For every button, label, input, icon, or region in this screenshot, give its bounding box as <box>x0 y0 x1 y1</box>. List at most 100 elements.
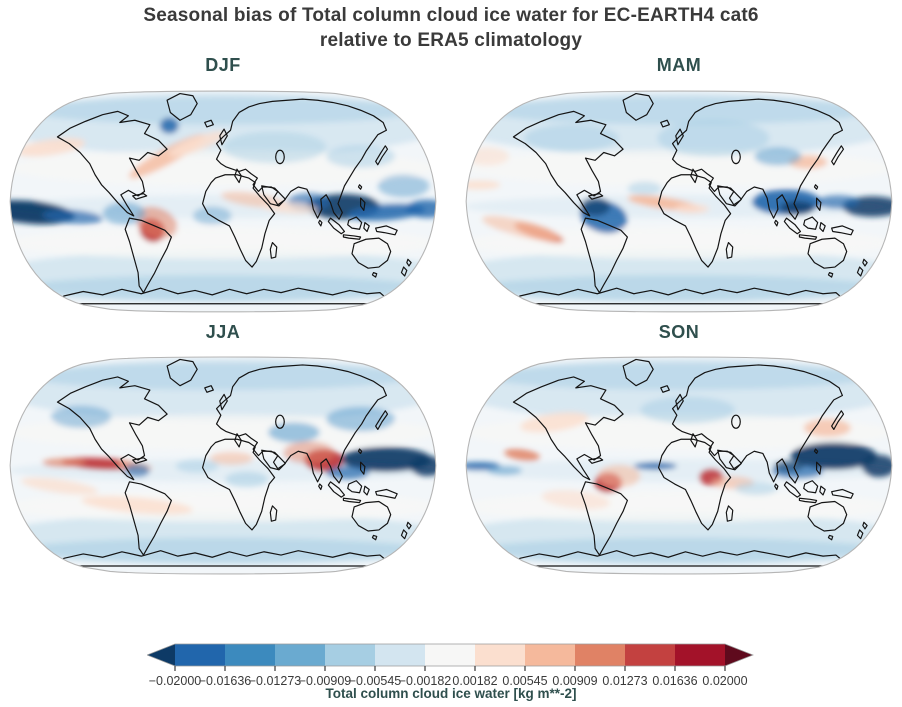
bias-anomaly-blob <box>780 200 815 215</box>
colorbar-tick-label: 0.01273 <box>602 674 647 688</box>
bias-anomaly-blob <box>326 406 395 432</box>
bias-anomaly-blob <box>816 195 860 209</box>
panel-title-jja: JJA <box>205 322 241 342</box>
bias-anomaly-blob <box>225 471 269 488</box>
bias-anomaly-blob <box>472 274 886 303</box>
bias-anomaly-blob <box>16 274 430 303</box>
bias-anomaly-blob <box>326 466 370 480</box>
colorbar-tick-label: 0.00182 <box>452 674 497 688</box>
bias-anomaly-blob <box>466 461 501 471</box>
bias-anomaly-blob <box>135 206 178 239</box>
bias-anomaly-blob <box>754 147 802 166</box>
bias-anomaly-blob <box>627 181 662 196</box>
bias-anomaly-blob <box>21 477 98 495</box>
colorbar-segment <box>175 644 225 666</box>
colorbar-segment <box>425 644 475 666</box>
bias-anomaly-blob <box>10 490 436 522</box>
bias-anomaly-blob <box>268 422 320 443</box>
bias-anomaly-blob <box>472 537 886 565</box>
colorbar-tick-label: 0.00545 <box>502 674 547 688</box>
colorbar-tick-label: −0.02000 <box>149 674 202 688</box>
bias-anomaly-blob <box>210 451 254 465</box>
bias-anomaly-blob <box>377 174 430 198</box>
world-bias-map-mam <box>465 90 893 313</box>
bias-anomaly-blob <box>803 418 851 437</box>
bias-anomaly-blob <box>597 464 641 488</box>
panel-title-djf: DJF <box>205 55 241 75</box>
colorbar-segment <box>575 644 625 666</box>
colorbar-tick-label: 0.02000 <box>702 674 747 688</box>
colorbar-segment <box>225 644 275 666</box>
colorbar-over-arrow <box>725 644 753 666</box>
colorbar-tick-label: 0.01636 <box>652 674 697 688</box>
bias-anomaly-blob <box>16 537 430 565</box>
colorbar-segment <box>275 644 325 666</box>
bias-anomaly-blob <box>159 117 179 134</box>
bias-anomaly-blob <box>790 442 877 470</box>
bias-anomaly-blob <box>10 227 436 259</box>
bias-anomaly-blob <box>175 459 219 473</box>
bias-anomaly-blob <box>482 215 558 241</box>
bias-anomaly-blob <box>466 490 892 522</box>
bias-anomaly-blob <box>466 147 510 166</box>
bias-field <box>10 358 436 565</box>
bias-anomaly-blob <box>326 145 395 168</box>
bias-anomaly-blob <box>580 197 611 216</box>
projection-outline <box>465 90 893 313</box>
coastlines <box>56 358 412 567</box>
projection-outline <box>9 356 437 575</box>
panel-title-mam: MAM <box>656 55 702 75</box>
bias-anomaly-blob <box>410 455 436 477</box>
colorbar-segment <box>525 644 575 666</box>
bias-anomaly-blob <box>487 466 523 475</box>
coastlines <box>512 92 868 305</box>
bias-anomaly-blob <box>102 202 146 225</box>
world-bias-map-djf <box>9 90 437 313</box>
colorbar-tick-label: −0.00545 <box>349 674 402 688</box>
colorbar-tick-label: 0.00909 <box>552 674 597 688</box>
bias-anomaly-blob <box>466 227 892 259</box>
colorbar-label: Total column cloud ice water [kg m**-2] <box>325 686 577 701</box>
figure-title-line1: Seasonal bias of Total column cloud ice … <box>143 5 759 26</box>
bias-anomaly-blob <box>81 495 193 515</box>
panel-title-son: SON <box>658 322 700 342</box>
bias-anomaly-blob <box>283 441 335 464</box>
bias-anomaly-blob <box>861 454 892 478</box>
bias-anomaly-blob <box>42 458 86 468</box>
bias-anomaly-blob <box>405 199 436 218</box>
colorbar-tick-label: −0.00909 <box>299 674 352 688</box>
figure-title-line2: relative to ERA5 climatology <box>319 30 583 51</box>
bias-anomaly-blob <box>42 209 103 224</box>
colorbar-segment <box>675 644 725 666</box>
colorbar-segment <box>325 644 375 666</box>
bias-field <box>10 92 436 303</box>
bias-field <box>466 358 892 565</box>
bias-anomaly-blob <box>347 203 426 221</box>
bias-anomaly-blob <box>168 131 226 157</box>
projection-outline <box>465 356 893 575</box>
bias-anomaly-blob <box>657 119 770 157</box>
bias-anomaly-blob <box>640 396 735 424</box>
world-bias-map-jja <box>9 356 437 575</box>
bias-anomaly-blob <box>504 448 540 461</box>
bias-anomaly-blob <box>520 412 589 433</box>
colorbar-segment <box>375 644 425 666</box>
bias-anomaly-blob <box>734 481 778 496</box>
projection-outline <box>9 90 437 313</box>
colorbar-tick-label: −0.01636 <box>199 674 252 688</box>
bias-anomaly-blob <box>674 204 710 214</box>
colorbar-segment <box>625 644 675 666</box>
colorbar-tick-label: −0.00182 <box>399 674 452 688</box>
bias-anomaly-blob <box>633 462 677 470</box>
colorbar-segment <box>475 644 525 666</box>
colorbar-tick-label: −0.01273 <box>249 674 302 688</box>
bias-anomaly-blob <box>51 405 112 428</box>
colorbar-under-arrow <box>147 644 175 666</box>
bias-anomaly-blob <box>524 124 619 152</box>
world-bias-map-son <box>465 356 893 575</box>
bias-anomaly-blob <box>466 149 892 187</box>
figure-title: Seasonal bias of Total column cloud ice … <box>0 3 902 53</box>
bias-anomaly-blob <box>541 489 611 510</box>
bias-anomaly-blob <box>223 131 327 164</box>
colorbar: −0.02000−0.01636−0.01273−0.00909−0.00545… <box>147 643 754 688</box>
